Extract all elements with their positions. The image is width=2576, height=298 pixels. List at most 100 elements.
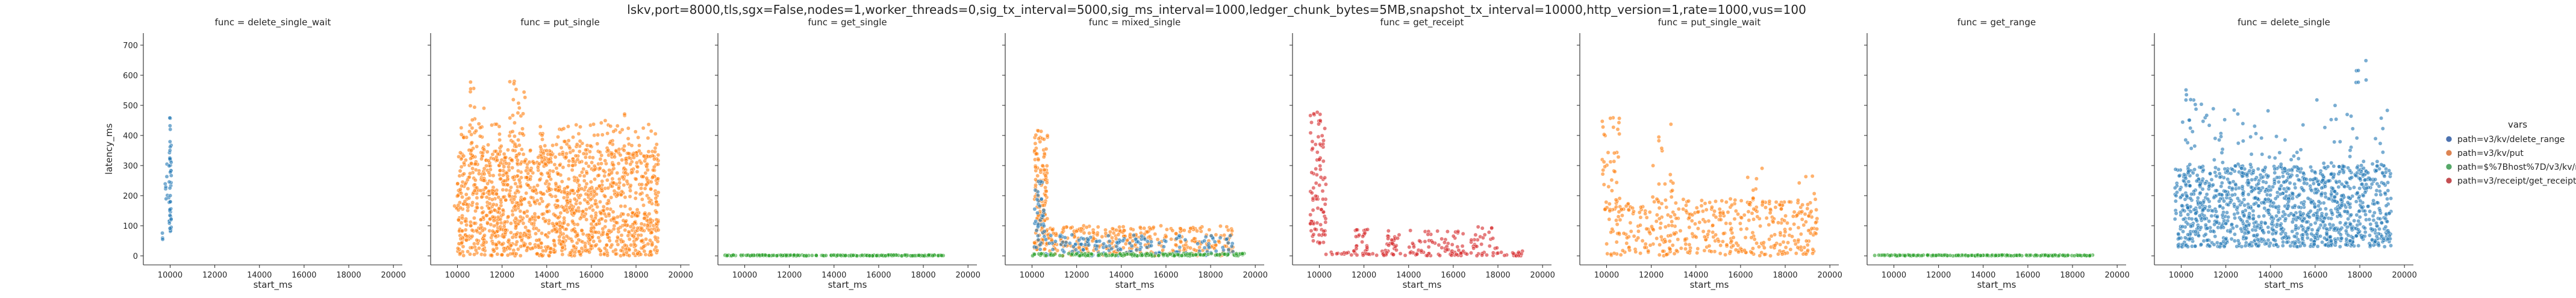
scatter-point bbox=[488, 222, 493, 227]
scatter-point bbox=[2311, 213, 2316, 217]
scatter-point bbox=[1318, 118, 1323, 123]
scatter-point bbox=[1792, 222, 1797, 226]
scatter-point bbox=[1612, 169, 1617, 174]
scatter-point bbox=[1321, 138, 1326, 143]
scatter-point bbox=[534, 231, 538, 236]
scatter-point bbox=[2247, 242, 2252, 247]
scatter-point bbox=[518, 235, 523, 239]
scatter-point bbox=[643, 186, 647, 191]
scatter-point bbox=[1469, 250, 1473, 255]
scatter-point bbox=[578, 125, 582, 129]
scatter-point bbox=[526, 229, 531, 234]
scatter-point bbox=[541, 151, 546, 156]
scatter-point bbox=[2309, 164, 2313, 169]
scatter-point bbox=[2308, 178, 2313, 182]
scatter-point bbox=[588, 197, 593, 202]
scatter-point bbox=[1366, 252, 1371, 256]
scatter-point bbox=[2029, 253, 2033, 258]
scatter-point bbox=[2358, 176, 2362, 181]
scatter-point bbox=[546, 231, 551, 235]
scatter-point bbox=[1161, 252, 1166, 256]
scatter-point bbox=[573, 229, 578, 234]
scatter-point bbox=[540, 137, 544, 142]
scatter-point bbox=[2311, 181, 2316, 186]
scatter-point bbox=[627, 253, 632, 258]
scatter-point bbox=[472, 252, 476, 257]
scatter-point bbox=[879, 253, 884, 258]
scatter-point bbox=[2305, 235, 2310, 240]
scatter-point bbox=[1087, 231, 1092, 235]
scatter-point bbox=[2203, 181, 2207, 186]
scatter-point bbox=[609, 195, 614, 200]
scatter-point bbox=[1661, 249, 1665, 253]
scatter-point bbox=[1308, 213, 1313, 217]
scatter-point bbox=[2217, 172, 2222, 176]
scatter-point bbox=[570, 188, 575, 193]
scatter-point bbox=[501, 195, 506, 199]
scatter-point bbox=[623, 247, 628, 252]
scatter-point bbox=[1978, 253, 1983, 258]
scatter-point bbox=[487, 189, 491, 194]
scatter-point bbox=[1888, 253, 1892, 258]
scatter-point bbox=[1808, 231, 1813, 235]
scatter-point bbox=[469, 148, 474, 153]
scatter-point bbox=[1732, 217, 1737, 222]
scatter-point bbox=[2177, 173, 2181, 178]
scatter-point bbox=[1638, 223, 1642, 228]
scatter-point bbox=[1724, 243, 1729, 247]
scatter-point bbox=[1430, 240, 1435, 244]
scatter-point bbox=[1805, 243, 1810, 247]
scatter-point bbox=[2337, 213, 2342, 217]
scatter-point bbox=[1041, 137, 1046, 141]
scatter-point bbox=[544, 179, 549, 184]
scatter-point bbox=[1079, 242, 1084, 247]
scatter-point bbox=[472, 182, 477, 187]
scatter-point bbox=[639, 239, 644, 243]
scatter-point bbox=[641, 174, 646, 179]
scatter-point bbox=[517, 105, 522, 110]
scatter-points bbox=[452, 79, 661, 258]
scatter-point bbox=[499, 197, 503, 202]
scatter-point bbox=[1037, 136, 1041, 141]
scatter-point bbox=[2188, 196, 2193, 200]
scatter-point bbox=[2296, 178, 2301, 182]
scatter-point bbox=[2043, 253, 2048, 258]
scatter-point bbox=[570, 239, 575, 244]
scatter-point bbox=[575, 142, 579, 147]
scatter-point bbox=[1389, 237, 1394, 242]
scatter-point bbox=[1362, 231, 1367, 235]
scatter-point bbox=[501, 208, 505, 213]
scatter-point bbox=[1311, 111, 1316, 116]
scatter-point bbox=[545, 234, 550, 239]
scatter-point bbox=[1611, 125, 1616, 129]
scatter-point bbox=[470, 200, 475, 205]
scatter-point bbox=[1609, 230, 1614, 235]
scatter-point bbox=[599, 161, 603, 166]
scatter-points bbox=[1873, 253, 2095, 258]
scatter-point bbox=[2295, 244, 2300, 249]
scatter-point bbox=[2331, 223, 2336, 228]
scatter-point bbox=[508, 185, 513, 190]
scatter-point bbox=[1642, 245, 1647, 250]
scatter-point bbox=[613, 155, 617, 160]
x-tick-label: 10000 bbox=[1307, 271, 1332, 280]
scatter-point bbox=[2322, 165, 2327, 170]
scatter-point bbox=[599, 120, 603, 125]
scatter-point bbox=[1058, 253, 1062, 258]
scatter-point bbox=[455, 193, 460, 198]
scatter-point bbox=[491, 173, 496, 178]
scatter-point bbox=[1217, 239, 1221, 244]
scatter-point bbox=[611, 163, 616, 167]
scatter-point bbox=[634, 160, 639, 165]
scatter-point bbox=[1465, 252, 1470, 256]
scatter-point bbox=[557, 163, 562, 167]
scatter-point bbox=[1785, 221, 1789, 225]
scatter-point bbox=[1783, 214, 1788, 219]
scatter-point bbox=[575, 233, 580, 238]
scatter-point bbox=[562, 216, 567, 220]
scatter-point bbox=[1161, 244, 1166, 249]
scatter-point bbox=[1663, 197, 1668, 202]
scatter-point bbox=[653, 146, 658, 151]
scatter-point bbox=[1386, 243, 1391, 247]
scatter-point bbox=[590, 160, 594, 165]
